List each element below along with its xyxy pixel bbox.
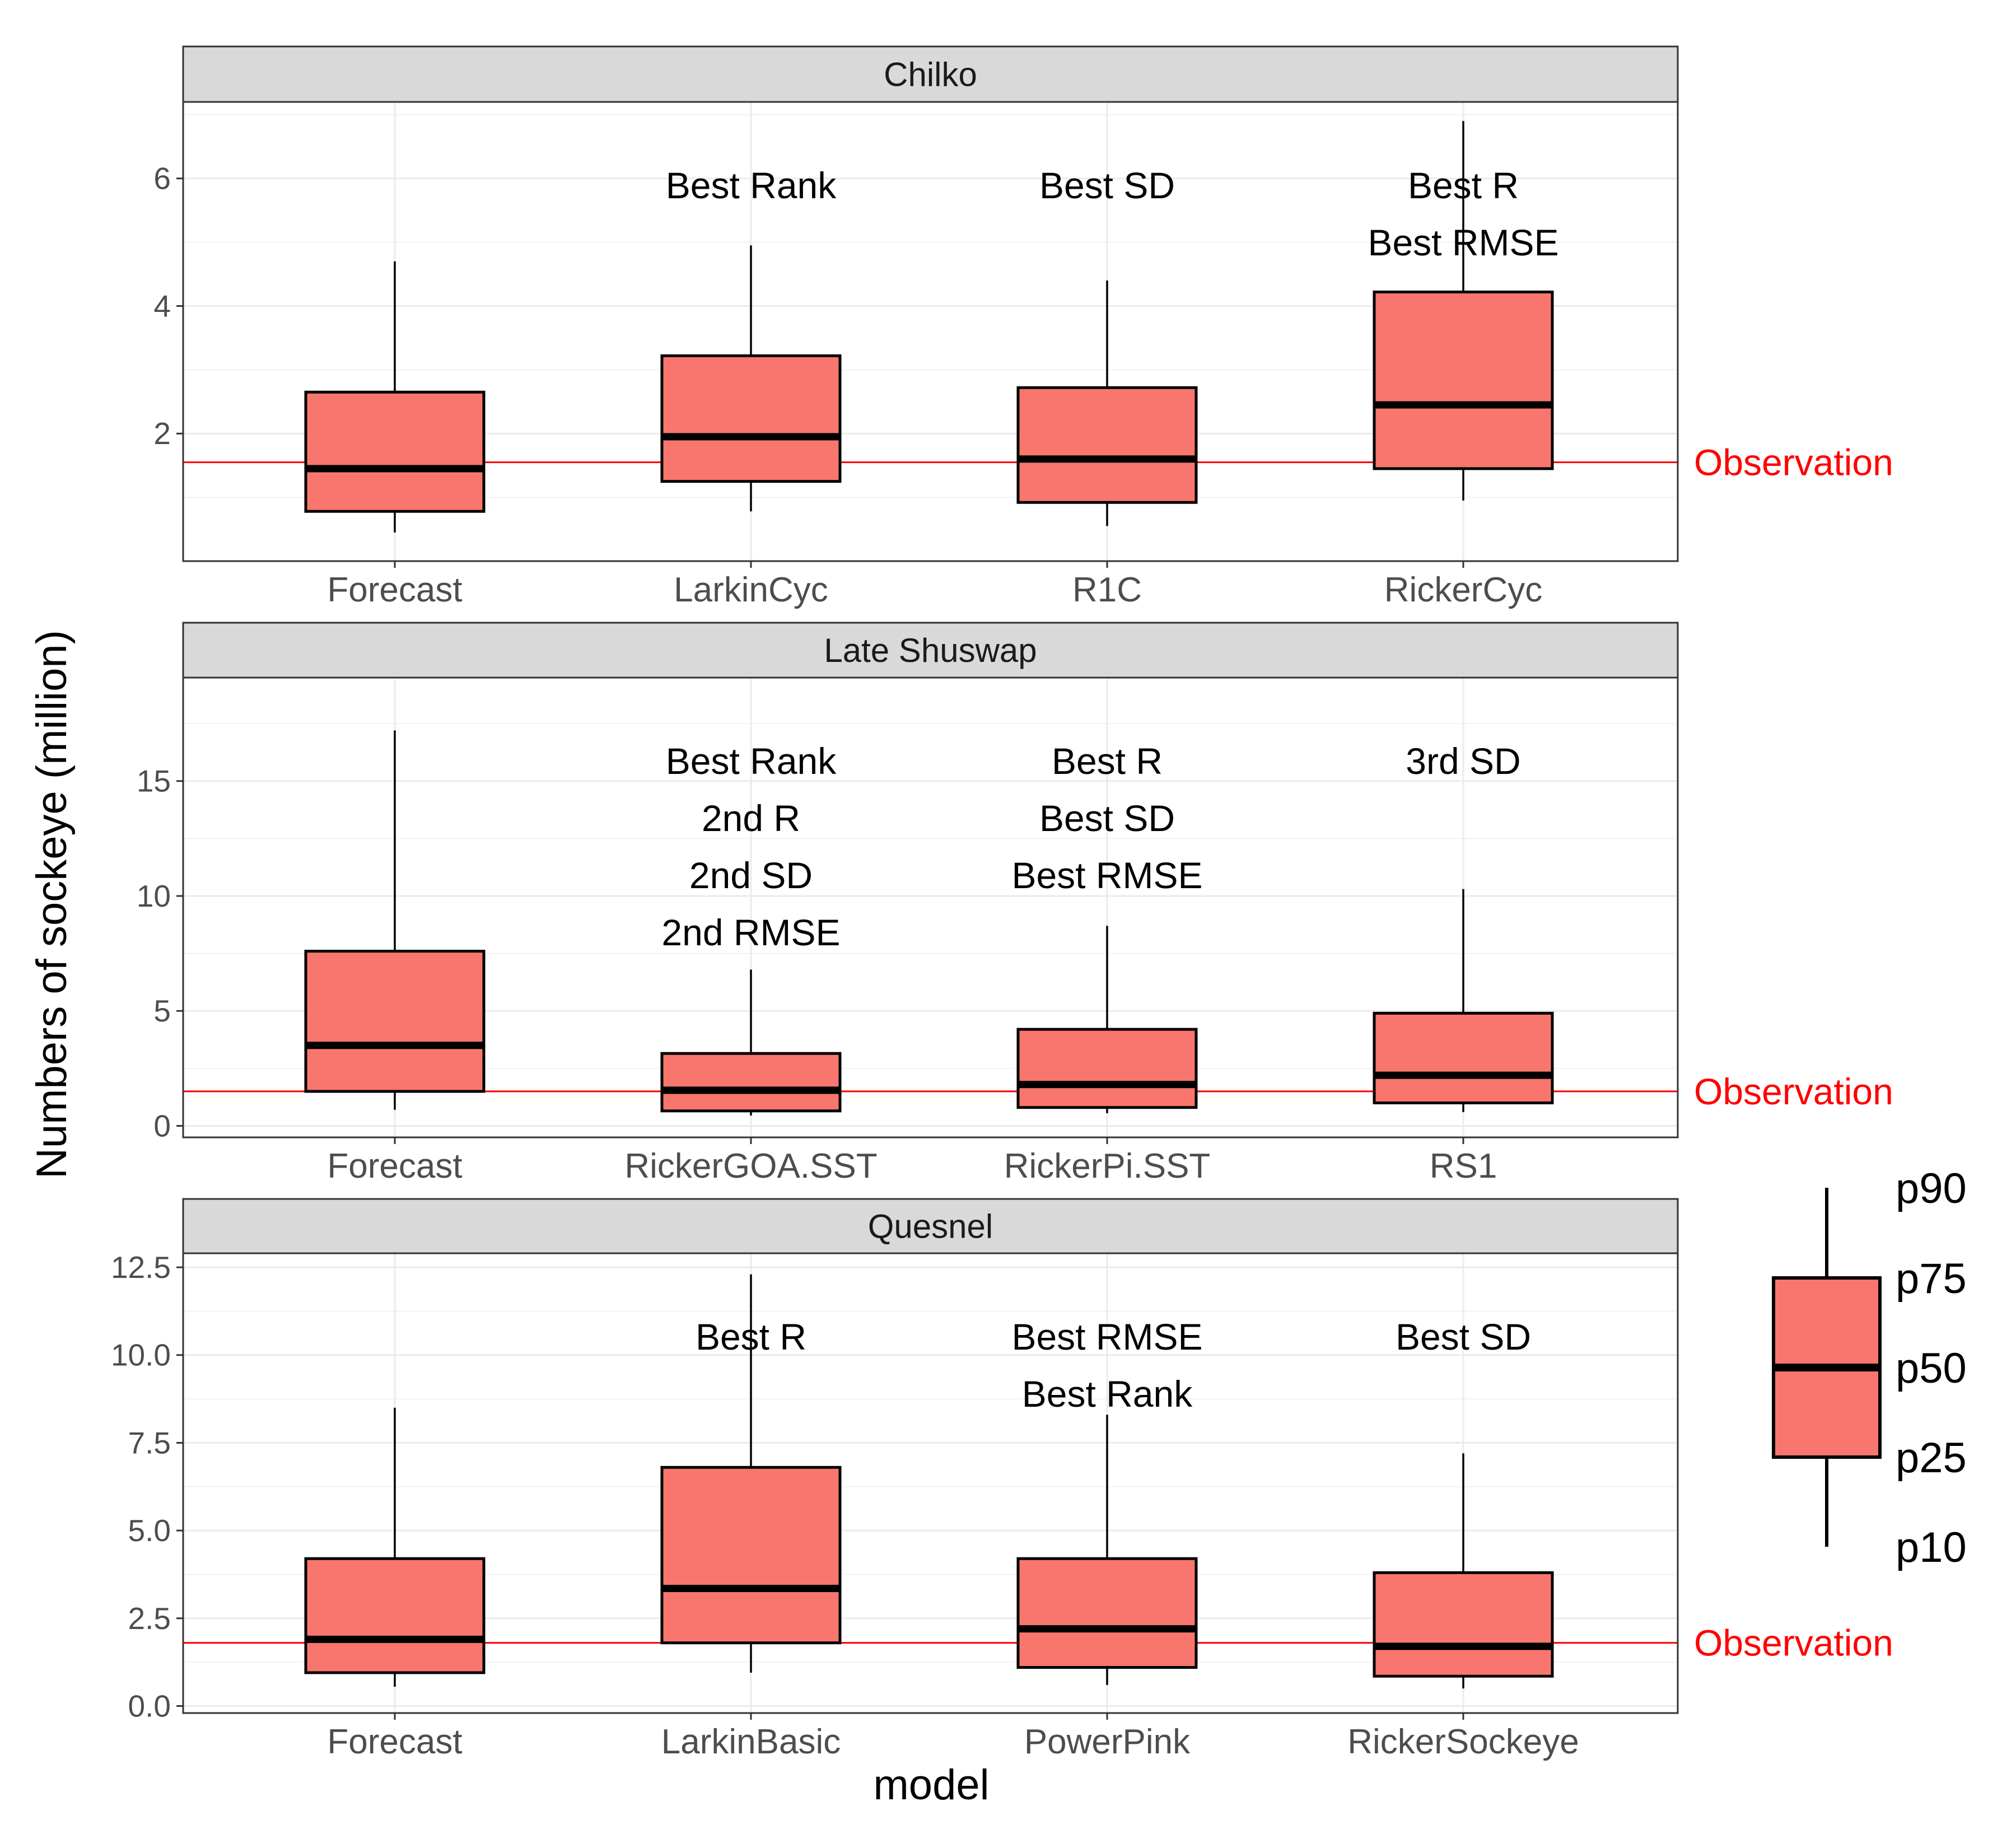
annotation-label: Best SD (1039, 797, 1175, 839)
box-forecast (304, 261, 486, 533)
facet-strip (182, 622, 1679, 679)
box-iqr (1016, 1557, 1198, 1669)
y-tick-label: 15 (137, 764, 171, 799)
box-iqr (1373, 1011, 1554, 1104)
box-rickerpi-sst: Best R Best SD Best RMSE (1011, 740, 1203, 1113)
annotation-label: 3rd SD (1406, 740, 1520, 782)
annotation-label: Best RMSE (1011, 1316, 1202, 1357)
facet-title: Late Shuswap (824, 632, 1037, 669)
box-larkinbasic: Best R (660, 1274, 842, 1673)
box-powerpink: Best RMSE Best Rank (1011, 1316, 1203, 1685)
box-larkincyc: Best Rank (660, 165, 842, 512)
box-iqr (304, 949, 486, 1093)
box-iqr (1016, 386, 1198, 504)
facet-panels: Chilko 2 4 6 Forecast Best Rank LarkinCyc Best … (111, 45, 1893, 1761)
x-tick-label: RickerGOA.SST (624, 1147, 877, 1186)
panel-border (182, 676, 1679, 1138)
y-tick-label: 2 (153, 416, 171, 451)
box-iqr (1373, 1571, 1554, 1678)
panel-border (182, 1252, 1679, 1714)
facet-panel-chilko: Chilko 2 4 6 Forecast Best Rank LarkinCyc Best … (153, 45, 1893, 609)
annotation-label: Best R (696, 1316, 806, 1357)
legend-label: p90 (1896, 1165, 1967, 1212)
x-axis-title: model (874, 1761, 990, 1809)
legend-label: p50 (1896, 1345, 1967, 1392)
panel-border (182, 101, 1679, 562)
facet-strip (182, 45, 1679, 103)
x-tick-label: Forecast (327, 1723, 462, 1761)
box-iqr (304, 1557, 486, 1674)
facet-title: Quesnel (868, 1208, 993, 1245)
y-tick-label: 5 (153, 993, 171, 1028)
box-legend: p90 p75 p50 p25 p10 (1772, 1165, 1967, 1571)
annotation-label: 2nd R (702, 797, 800, 839)
y-tick-label: 2.5 (128, 1601, 171, 1636)
y-tick-label: 6 (153, 161, 171, 196)
box-forecast (304, 1407, 486, 1687)
legend-label: p75 (1896, 1255, 1967, 1303)
annotation-label: Best RMSE (1011, 855, 1202, 896)
x-tick-label: Forecast (327, 571, 462, 609)
annotation-label: Best Rank (666, 165, 837, 206)
x-tick-label: LarkinCyc (674, 571, 828, 609)
annotation-label: Best R (1408, 165, 1519, 206)
annotation-label: Best SD (1039, 165, 1175, 206)
x-tick-label: Forecast (327, 1147, 462, 1186)
box-iqr (304, 390, 486, 513)
observation-label: Observation (1694, 1071, 1893, 1112)
facet-panel-late-shuswap: Late Shuswap 0 5 10 15 Forecast Best Rank 2nd R… (137, 622, 1893, 1186)
observation-label: Observation (1694, 441, 1893, 483)
legend-label: p25 (1896, 1434, 1967, 1482)
annotation-label: Best RMSE (1368, 222, 1558, 263)
y-axis-title: Numbers of sockeye (million) (28, 630, 76, 1179)
y-tick-label: 5.0 (128, 1513, 171, 1548)
facet-panel-quesnel: Quesnel 0.0 2.5 5.0 7.5 10.0 12.5 Forecast Best … (111, 1198, 1893, 1761)
annotation-label: Best SD (1396, 1316, 1531, 1357)
box-iqr (660, 1466, 842, 1645)
y-tick-label: 10.0 (111, 1338, 171, 1373)
x-tick-label: PowerPink (1024, 1723, 1191, 1761)
y-tick-label: 0 (153, 1108, 171, 1143)
legend-label: p10 (1896, 1524, 1967, 1571)
box-rickergoa-sst: Best Rank 2nd R 2nd SD 2nd RMSE (660, 740, 842, 1116)
annotation-label: Best Rank (666, 740, 837, 782)
observation-label: Observation (1694, 1622, 1893, 1664)
box-iqr (1373, 290, 1554, 470)
box-iqr (1016, 1028, 1198, 1109)
x-tick-label: RickerCyc (1384, 571, 1542, 609)
box-iqr (660, 1052, 842, 1113)
x-tick-label: R1C (1072, 571, 1142, 609)
y-tick-label: 4 (153, 288, 171, 323)
annotation-label: Best Rank (1022, 1373, 1193, 1415)
x-tick-label: RickerSockeye (1347, 1723, 1579, 1761)
facet-strip (182, 1198, 1679, 1254)
box-forecast (304, 730, 486, 1110)
y-tick-label: 12.5 (111, 1250, 171, 1285)
box-rickersockeye: Best SD (1373, 1316, 1554, 1689)
facet-title: Chilko (884, 56, 977, 94)
x-tick-label: LarkinBasic (661, 1723, 841, 1761)
y-tick-label: 0.0 (128, 1688, 171, 1723)
y-tick-label: 7.5 (128, 1425, 171, 1460)
box-rickercyc: Best R Best RMSE (1368, 121, 1559, 501)
box-r1c: Best SD (1016, 165, 1198, 526)
box-rs1: 3rd SD (1373, 740, 1554, 1112)
x-tick-label: RickerPi.SST (1004, 1147, 1211, 1186)
annotation-label: 2nd SD (689, 855, 813, 896)
x-tick-label: RS1 (1430, 1147, 1497, 1186)
annotation-label: 2nd RMSE (661, 912, 840, 953)
annotation-label: Best R (1052, 740, 1163, 782)
box-iqr (660, 354, 842, 483)
y-tick-label: 10 (137, 879, 171, 913)
